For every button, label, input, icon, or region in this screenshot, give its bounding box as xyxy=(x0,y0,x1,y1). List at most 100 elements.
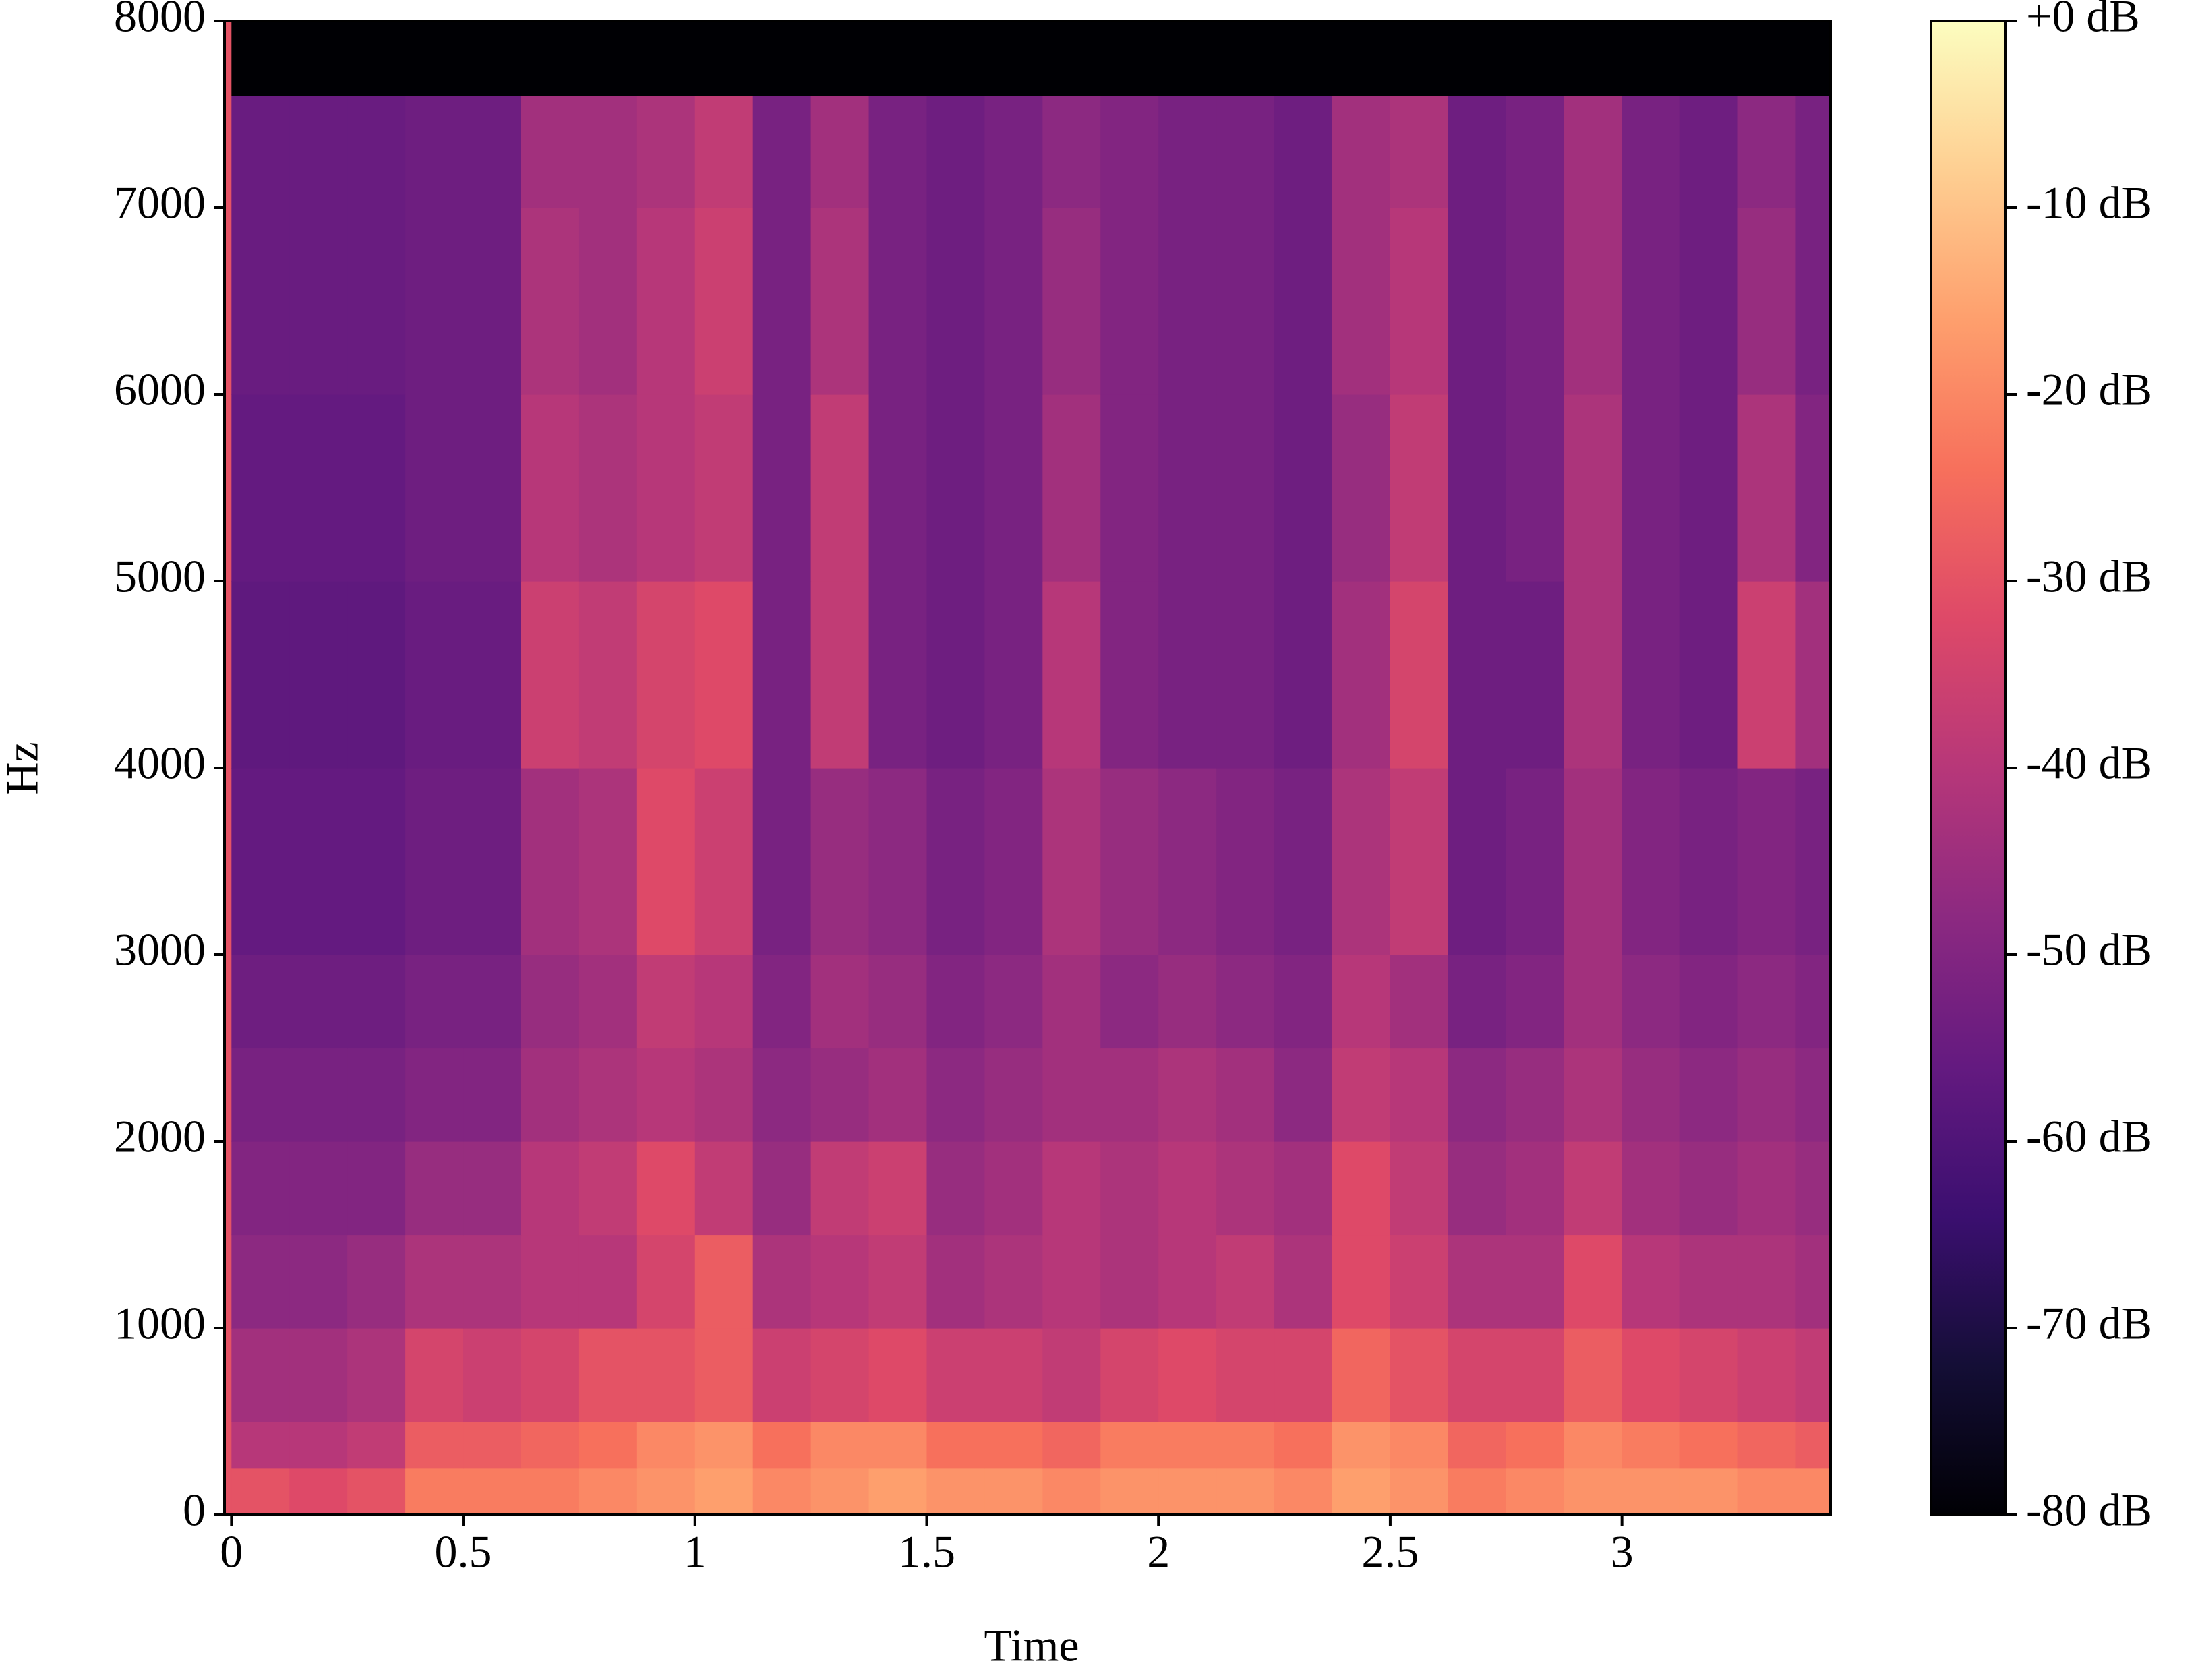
heatmap-cell xyxy=(347,1234,406,1329)
heatmap-cell xyxy=(810,1468,870,1516)
heatmap-cell xyxy=(1100,394,1159,582)
heatmap-cell xyxy=(1448,21,1507,96)
heatmap-cell xyxy=(347,95,406,208)
heatmap-cell xyxy=(405,1328,464,1422)
heatmap-cell xyxy=(926,1048,986,1142)
heatmap-cell xyxy=(1332,1468,1391,1516)
heatmap-cell xyxy=(752,1141,812,1236)
heatmap-cell xyxy=(868,1328,928,1422)
heatmap-cell xyxy=(1332,581,1391,769)
heatmap-cell xyxy=(1448,768,1507,955)
heatmap-cell xyxy=(405,1141,464,1236)
heatmap-cell xyxy=(1737,1421,1797,1469)
heatmap-cell xyxy=(752,1048,812,1142)
heatmap-cell xyxy=(1390,21,1449,96)
heatmap-cell xyxy=(1622,1141,1681,1236)
heatmap-cell xyxy=(463,768,522,955)
heatmap-cell xyxy=(1795,1048,1831,1142)
heatmap-cell xyxy=(1158,1468,1217,1516)
heatmap-cell xyxy=(984,1048,1043,1142)
heatmap-cell xyxy=(463,581,522,769)
heatmap-cell xyxy=(1448,208,1507,395)
heatmap-cell xyxy=(1795,1234,1831,1329)
colorbar-tick-label: -40 dB xyxy=(2026,738,2152,789)
heatmap-cell xyxy=(521,1421,580,1469)
heatmap-cell xyxy=(868,955,928,1049)
heatmap-cell xyxy=(984,768,1043,955)
heatmap-cell xyxy=(694,1048,754,1142)
heatmap-cell xyxy=(984,955,1043,1049)
heatmap-cell xyxy=(1448,1421,1507,1469)
heatmap-cell xyxy=(810,394,870,582)
heatmap-cell xyxy=(636,1328,696,1422)
heatmap-cell xyxy=(1564,1048,1623,1142)
heatmap-cell xyxy=(1679,955,1739,1049)
heatmap-cell xyxy=(405,581,464,769)
heatmap-cell xyxy=(1390,394,1449,582)
y-tick-label: 4000 xyxy=(114,738,206,789)
heatmap-cell xyxy=(1795,581,1831,769)
heatmap-cell xyxy=(521,21,580,96)
heatmap-cell xyxy=(405,394,464,582)
heatmap-cell xyxy=(636,1421,696,1469)
heatmap-cell xyxy=(694,768,754,955)
heatmap-cell xyxy=(810,1421,870,1469)
heatmap-cell xyxy=(1737,581,1797,769)
heatmap-cell xyxy=(405,1048,464,1142)
heatmap-cell xyxy=(636,394,696,582)
heatmap-cell xyxy=(231,1234,290,1329)
heatmap-cell xyxy=(521,955,580,1049)
heatmap-cell xyxy=(926,581,986,769)
heatmap-cell xyxy=(463,1468,522,1516)
heatmap-cell xyxy=(1737,955,1797,1049)
heatmap-cell xyxy=(521,1468,580,1516)
heatmap-cell xyxy=(578,1328,638,1422)
heatmap-cell xyxy=(1564,21,1623,96)
heatmap-cell xyxy=(1274,581,1333,769)
heatmap-cell xyxy=(521,1048,580,1142)
heatmap-cell xyxy=(926,1234,986,1329)
heatmap-cell xyxy=(1216,768,1275,955)
heatmap-cell xyxy=(289,1234,348,1329)
y-tick-label: 6000 xyxy=(114,364,206,415)
colorbar-tick-label: -30 dB xyxy=(2026,551,2152,602)
heatmap-cell xyxy=(1506,1421,1565,1469)
heatmap-cell xyxy=(1100,1328,1159,1422)
y-tick-label: 5000 xyxy=(114,551,206,602)
x-tick-label: 0.5 xyxy=(435,1526,492,1578)
heatmap-cell xyxy=(1158,955,1217,1049)
heatmap-cell xyxy=(694,1141,754,1236)
heatmap-cell xyxy=(1332,21,1391,96)
heatmap-cell xyxy=(231,1048,290,1142)
heatmap-cell xyxy=(1158,394,1217,582)
heatmap-cell xyxy=(868,394,928,582)
heatmap-cell xyxy=(231,1141,290,1236)
heatmap-cell xyxy=(1042,95,1101,208)
heatmap-cell xyxy=(1679,21,1739,96)
heatmap-cell xyxy=(1679,768,1739,955)
heatmap-cell xyxy=(1622,768,1681,955)
heatmap-cell xyxy=(1564,1234,1623,1329)
colorbar-tick-label: -20 dB xyxy=(2026,364,2152,415)
heatmap-cell xyxy=(1506,768,1565,955)
heatmap-cell xyxy=(1390,581,1449,769)
heatmap-cell xyxy=(1158,1328,1217,1422)
y-tick-label: 3000 xyxy=(114,924,206,976)
heatmap-cell xyxy=(1506,208,1565,395)
heatmap-cell xyxy=(868,1141,928,1236)
heatmap-cell xyxy=(1274,1468,1333,1516)
heatmap-cell xyxy=(289,21,348,96)
heatmap-cell xyxy=(1216,1328,1275,1422)
heatmap-cell xyxy=(926,208,986,395)
heatmap-cell xyxy=(1448,1048,1507,1142)
heatmap-cell xyxy=(1274,1048,1333,1142)
heatmap-cell xyxy=(1216,1468,1275,1516)
heatmap-cell xyxy=(1737,208,1797,395)
heatmap-cell xyxy=(926,95,986,208)
heatmap-cell xyxy=(463,208,522,395)
heatmap-cell xyxy=(1737,768,1797,955)
heatmap-cell xyxy=(1506,955,1565,1049)
heatmap-cell xyxy=(1506,581,1565,769)
heatmap-cell xyxy=(1679,1421,1739,1469)
heatmap-cell xyxy=(752,208,812,395)
